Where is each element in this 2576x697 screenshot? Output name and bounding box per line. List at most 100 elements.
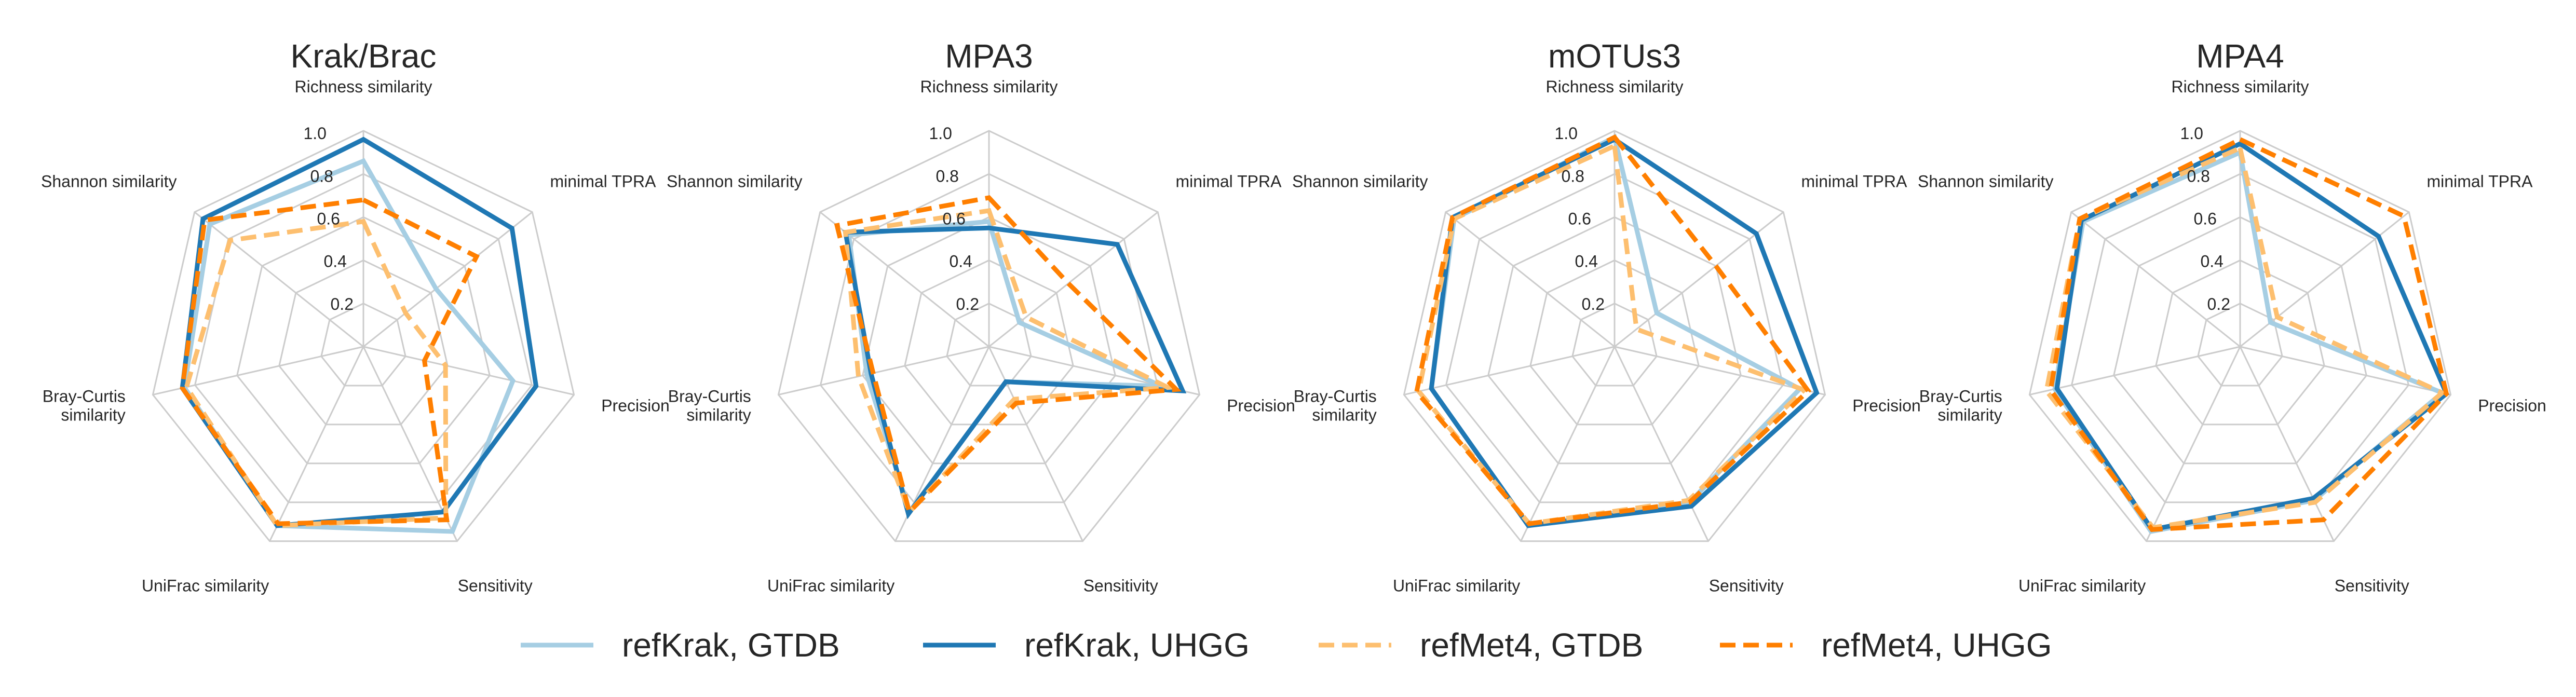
grid-ring bbox=[819, 173, 1159, 503]
axis-label-precision: Precision bbox=[2478, 397, 2546, 415]
series-line-refmet4-uhgg bbox=[180, 197, 480, 526]
radial-tick-label: 0.6 bbox=[317, 209, 340, 228]
axis-label-unifrac-similarity: UniFrac similarity bbox=[767, 576, 894, 595]
axis-label-bray-curtis-similarity: Bray-Curtis similarity bbox=[43, 387, 126, 425]
axis-spoke bbox=[194, 211, 364, 348]
radial-tick-label: 0.4 bbox=[1575, 252, 1597, 271]
grid-ring bbox=[2113, 216, 2367, 464]
radial-tick-label: 0.2 bbox=[2207, 295, 2230, 313]
radial-tick-label: 1.0 bbox=[929, 124, 952, 143]
series-line-refkrak-uhgg bbox=[2054, 141, 2449, 532]
axis-label-richness-similarity: Richness similarity bbox=[1546, 77, 1684, 96]
axis-label-richness-similarity: Richness similarity bbox=[295, 77, 432, 96]
radar-panel-mpa4: 0.2 0.4 0.6 0.8 1.0 Richness similarity minima… bbox=[1918, 37, 2546, 595]
legend-label-refkrak-uhgg: refKrak, UHGG bbox=[1024, 626, 1250, 664]
legend: refKrak, GTDB refKrak, UHGG refMet4, GTDB r… bbox=[521, 626, 2052, 664]
series-line-refmet4-gtdb bbox=[184, 218, 449, 528]
panel-title: mOTUs3 bbox=[1548, 37, 1681, 75]
axis-spoke bbox=[1520, 346, 1616, 542]
radial-tick-label: 0.8 bbox=[936, 167, 958, 185]
axis-spoke bbox=[1614, 346, 1709, 542]
axis-spoke bbox=[2239, 346, 2335, 542]
axis-spoke bbox=[2240, 211, 2410, 348]
series-line-refmet4-uhgg bbox=[1414, 134, 1812, 526]
legend-label-refmet4-gtdb: refMet4, GTDB bbox=[1420, 626, 1643, 664]
axis-spoke bbox=[1404, 346, 1615, 396]
axis-spoke bbox=[363, 346, 574, 396]
legend-label-refmet4-uhgg: refMet4, UHGG bbox=[1821, 626, 2052, 664]
axis-label-bray-curtis-similarity: Bray-Curtis similarity bbox=[1919, 387, 2002, 425]
axis-label-shannon-similarity: Shannon similarity bbox=[1918, 172, 2053, 190]
axis-label-sensitivity: Sensitivity bbox=[1709, 576, 1784, 595]
axis-label-minimal-tpra: minimal TPRA bbox=[1801, 172, 1908, 190]
axis-label-shannon-similarity: Shannon similarity bbox=[41, 172, 177, 190]
axis-label-sensitivity: Sensitivity bbox=[1083, 576, 1158, 595]
axis-spoke bbox=[2029, 346, 2241, 396]
axis-label-precision: Precision bbox=[601, 397, 670, 415]
axis-label-unifrac-similarity: UniFrac similarity bbox=[2018, 576, 2146, 595]
grid-ring bbox=[777, 130, 1201, 542]
panel-title: MPA3 bbox=[945, 37, 1033, 75]
series-line-refkrak-gtdb bbox=[182, 158, 516, 534]
grid-ring bbox=[1529, 259, 1700, 426]
panel-title: MPA4 bbox=[2196, 37, 2284, 75]
radial-tick-label: 0.6 bbox=[942, 209, 965, 228]
radial-tick-label: 0.8 bbox=[2187, 167, 2209, 185]
radial-tick-label: 0.4 bbox=[2200, 252, 2223, 271]
grid-ring bbox=[2155, 259, 2325, 426]
radial-tick-label: 0.8 bbox=[310, 167, 333, 185]
axis-label-shannon-similarity: Shannon similarity bbox=[1292, 172, 1428, 190]
axis-label-minimal-tpra: minimal TPRA bbox=[1176, 172, 1282, 190]
grid-ring bbox=[1403, 130, 1826, 542]
radial-tick-label: 0.6 bbox=[2193, 209, 2216, 228]
axis-spoke bbox=[1614, 346, 1825, 396]
series-line-refmet4-uhgg bbox=[834, 195, 1182, 517]
axis-label-bray-curtis-similarity: Bray-Curtis similarity bbox=[668, 387, 751, 425]
axis-label-richness-similarity: Richness similarity bbox=[2172, 77, 2309, 96]
grid-ring bbox=[152, 130, 575, 542]
radial-tick-label: 0.2 bbox=[331, 295, 354, 313]
axis-label-minimal-tpra: minimal TPRA bbox=[2427, 172, 2533, 190]
radial-tick-label: 0.2 bbox=[1582, 295, 1605, 313]
radial-tick-label: 0.4 bbox=[323, 252, 346, 271]
axis-label-sensitivity: Sensitivity bbox=[2335, 576, 2409, 595]
axis-label-bray-curtis-similarity: Bray-Curtis similarity bbox=[1294, 387, 1377, 425]
grid-ring bbox=[862, 216, 1116, 464]
axis-spoke bbox=[988, 346, 1083, 542]
axis-spoke bbox=[362, 346, 458, 542]
axis-spoke bbox=[778, 346, 989, 396]
grid-ring bbox=[2070, 173, 2410, 503]
grid-ring bbox=[1487, 216, 1742, 464]
axis-label-sensitivity: Sensitivity bbox=[458, 576, 533, 595]
axis-spoke bbox=[2070, 211, 2241, 348]
grid-ring bbox=[278, 259, 449, 426]
radial-tick-label: 0.4 bbox=[949, 252, 972, 271]
axis-label-unifrac-similarity: UniFrac similarity bbox=[142, 576, 269, 595]
axis-spoke bbox=[1445, 211, 1615, 348]
axis-spoke bbox=[988, 211, 1159, 348]
radial-tick-label: 1.0 bbox=[303, 124, 326, 143]
grid-ring bbox=[1445, 173, 1784, 503]
panel-title: Krak/Brac bbox=[291, 37, 437, 75]
axis-label-minimal-tpra: minimal TPRA bbox=[550, 172, 657, 190]
radial-tick-label: 1.0 bbox=[2180, 124, 2203, 143]
axis-label-unifrac-similarity: UniFrac similarity bbox=[1393, 576, 1520, 595]
series-line-refkrak-uhgg bbox=[180, 136, 539, 528]
radial-tick-label: 0.8 bbox=[1561, 167, 1584, 185]
axis-spoke bbox=[2146, 346, 2241, 542]
radial-tick-label: 0.6 bbox=[1568, 209, 1591, 228]
axis-label-precision: Precision bbox=[1227, 397, 1295, 415]
radar-panel-motus3: 0.2 0.4 0.6 0.8 1.0 Richness similarity minima… bbox=[1292, 37, 1921, 595]
grid-ring bbox=[320, 303, 406, 387]
radar-panel-krak-brac: 0.2 0.4 0.6 0.8 1.0 Richness similarity minima… bbox=[41, 37, 670, 595]
series-line-refmet4-gtdb bbox=[1416, 142, 1809, 526]
radial-tick-label: 0.2 bbox=[956, 295, 979, 313]
grid-ring bbox=[904, 259, 1074, 426]
series-line-refmet4-uhgg bbox=[2048, 136, 2449, 532]
radar-panel-mpa3: 0.2 0.4 0.6 0.8 1.0 Richness similarity minima… bbox=[667, 37, 1295, 595]
grid-ring bbox=[2028, 130, 2452, 542]
axis-spoke bbox=[363, 211, 533, 348]
axis-spoke bbox=[2240, 346, 2451, 396]
